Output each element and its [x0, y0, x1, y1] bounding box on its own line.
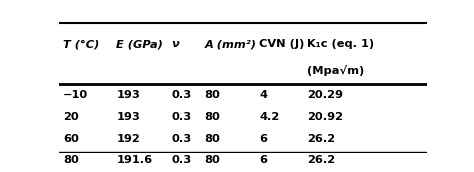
Text: 80: 80 — [204, 90, 220, 100]
Text: 191.6: 191.6 — [116, 155, 152, 165]
Text: 193: 193 — [116, 112, 140, 122]
Text: 20.92: 20.92 — [307, 112, 343, 122]
Text: 26.2: 26.2 — [307, 133, 335, 143]
Text: 0.3: 0.3 — [171, 90, 191, 100]
Text: 80: 80 — [204, 112, 220, 122]
Text: 80: 80 — [63, 155, 79, 165]
Text: 60: 60 — [63, 133, 79, 143]
Text: 6: 6 — [259, 133, 267, 143]
Text: CVN (J): CVN (J) — [259, 40, 305, 50]
Text: 0.3: 0.3 — [171, 155, 191, 165]
Text: −10: −10 — [63, 90, 88, 100]
Text: 0.3: 0.3 — [171, 112, 191, 122]
Text: 20: 20 — [63, 112, 79, 122]
Text: E (GPa): E (GPa) — [116, 40, 163, 50]
Text: A (mm²): A (mm²) — [204, 40, 256, 50]
Text: 20.29: 20.29 — [307, 90, 343, 100]
Text: 4: 4 — [259, 90, 267, 100]
Text: 80: 80 — [204, 133, 220, 143]
Text: 192: 192 — [116, 133, 140, 143]
Text: T (°C): T (°C) — [63, 40, 99, 50]
Text: ν: ν — [171, 40, 179, 50]
Text: 0.3: 0.3 — [171, 133, 191, 143]
Text: K₁c (eq. 1): K₁c (eq. 1) — [307, 40, 374, 50]
Text: 193: 193 — [116, 90, 140, 100]
Text: 6: 6 — [259, 155, 267, 165]
Text: 80: 80 — [204, 155, 220, 165]
Text: 26.2: 26.2 — [307, 155, 335, 165]
Text: (Mpa√m): (Mpa√m) — [307, 66, 365, 77]
Text: 4.2: 4.2 — [259, 112, 280, 122]
